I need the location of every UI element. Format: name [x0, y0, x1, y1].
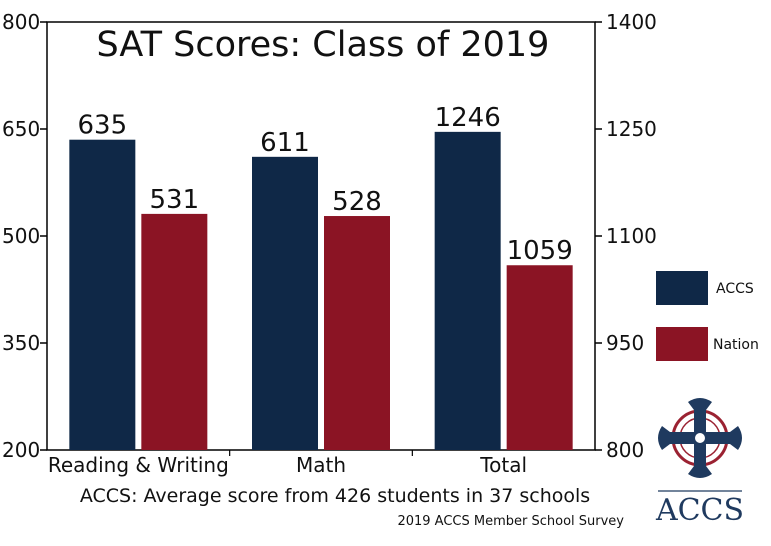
- data-label: 635: [78, 111, 128, 141]
- right-tick-label: 950: [606, 331, 644, 355]
- data-label: 528: [332, 187, 382, 217]
- accs-logo: ACCS: [655, 398, 744, 528]
- cross-icon: [658, 398, 742, 478]
- bar-accs-0: [69, 139, 136, 450]
- right-y-axis: 800 950 1100 1250 1400: [595, 10, 657, 462]
- right-tick-label: 1250: [606, 117, 657, 141]
- bar-accs-2: [434, 131, 501, 450]
- left-tick-label: 800: [2, 10, 40, 34]
- x-axis-labels: Reading & Writing Math Total: [48, 450, 527, 477]
- left-tick-label: 650: [2, 117, 40, 141]
- right-tick-label: 1100: [606, 224, 657, 248]
- bar-accs-1: [252, 156, 318, 450]
- legend-label-nation: Nation: [713, 337, 759, 353]
- right-tick-label: 1400: [606, 10, 657, 34]
- legend-swatch-accs: [656, 271, 708, 305]
- legend-label-accs: ACCS: [716, 281, 754, 297]
- category-label: Total: [479, 453, 527, 477]
- chart-title: SAT Scores: Class of 2019: [97, 25, 550, 65]
- annotation-note: ACCS: Average score from 426 students in…: [80, 485, 590, 507]
- legend-swatch-nation: [656, 327, 708, 361]
- data-label: 1059: [507, 236, 573, 266]
- left-tick-label: 200: [2, 438, 40, 462]
- data-label: 1246: [435, 103, 501, 133]
- data-label: 611: [260, 128, 310, 158]
- bar-group: 635 531 611 528 1246 1059: [69, 103, 573, 450]
- logo-text: ACCS: [655, 493, 744, 528]
- category-label: Math: [296, 453, 346, 477]
- category-label: Reading & Writing: [48, 453, 229, 477]
- source-note: 2019 ACCS Member School Survey: [397, 514, 624, 529]
- left-tick-label: 500: [2, 224, 40, 248]
- left-y-axis: 200 350 500 650 800: [2, 10, 47, 462]
- data-label: 531: [150, 185, 200, 215]
- right-tick-label: 800: [606, 438, 644, 462]
- legend: ACCS Nation: [656, 271, 759, 361]
- bar-nation-0: [141, 213, 208, 450]
- bar-nation-1: [324, 216, 390, 450]
- bar-nation-2: [506, 265, 573, 450]
- left-tick-label: 350: [2, 331, 40, 355]
